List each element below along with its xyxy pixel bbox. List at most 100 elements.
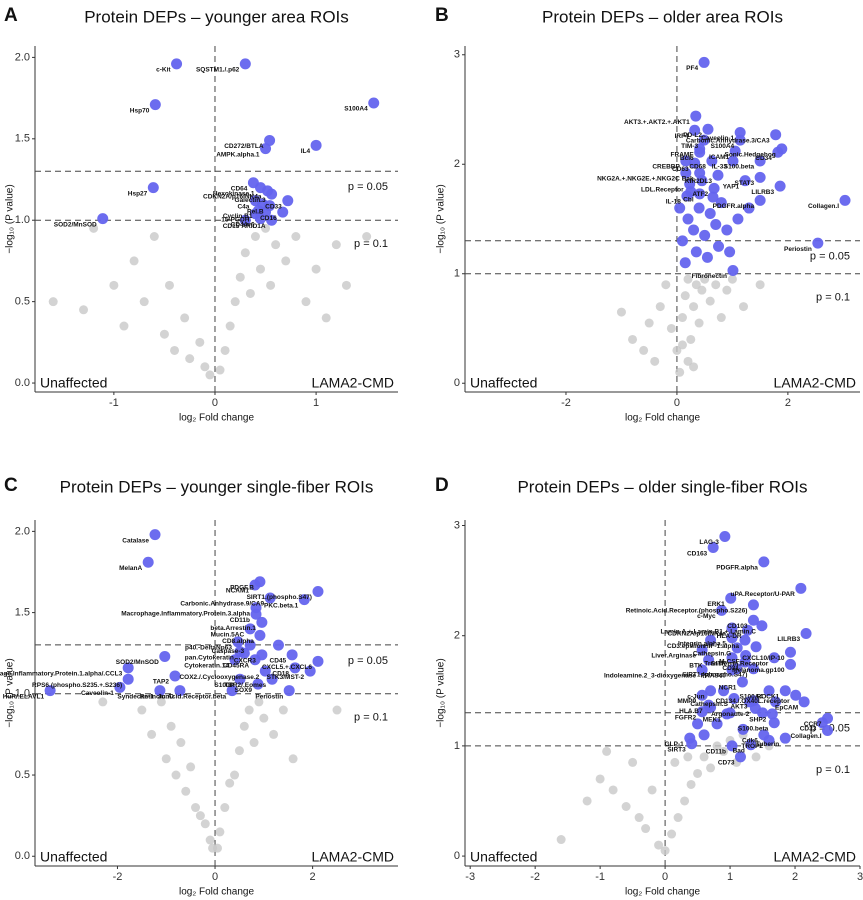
point-label: CD134./.OX40L.receptor	[716, 698, 791, 705]
left-annotation: Unaffected	[470, 375, 537, 391]
point-label: PKC.beta.1	[264, 602, 299, 609]
point-label: HuR/.ELAVL1	[3, 693, 45, 700]
significant-point	[734, 134, 746, 146]
point	[254, 697, 264, 707]
point-label: Retinoic.Acid.Receptor.(phospho.S226)	[626, 608, 748, 615]
significant-point	[750, 641, 762, 653]
significant-point	[816, 717, 828, 729]
point-label: Macrophage.Inflammatory.Protein.1.alpha/…	[0, 671, 123, 678]
point-label: CD44v6	[231, 221, 255, 228]
point-label: Integrin.alpha.5	[678, 641, 726, 648]
point-label: AMPK.alpha.1	[216, 151, 260, 158]
point	[689, 302, 699, 312]
point	[711, 280, 721, 290]
point	[176, 738, 186, 748]
significant-point	[122, 673, 134, 685]
significant-point	[711, 718, 723, 730]
point-label: CD34	[755, 155, 772, 162]
x-tick-label: 3	[857, 871, 863, 883]
point	[245, 288, 255, 298]
point	[147, 729, 157, 739]
significant-point	[795, 582, 807, 594]
point-label: SIRT1.(phospho.S47)	[682, 671, 747, 678]
point-label: CD18	[272, 671, 289, 678]
significant-point	[149, 99, 161, 111]
x-tick-label: 0	[212, 397, 218, 409]
significant-point	[756, 620, 768, 632]
point-label: uPA.Receptor/U-PAR	[730, 591, 795, 598]
point	[683, 356, 693, 366]
significant-point	[747, 599, 759, 611]
point-label: CD68	[689, 164, 706, 171]
significant-point	[768, 717, 780, 729]
left-annotation: Unaffected	[470, 849, 537, 865]
point-label: CXCR3	[234, 658, 256, 665]
point-label: PDGFR.alpha	[713, 203, 755, 210]
threshold-label: p = 0.05	[348, 181, 388, 193]
significant-point	[772, 146, 784, 158]
x-tick-label: -3	[465, 871, 475, 883]
point	[362, 232, 372, 242]
point-label: beta.Arrestin.1	[210, 625, 256, 632]
point-label: MEK1	[703, 717, 721, 724]
point	[686, 779, 696, 789]
significant-point	[312, 655, 324, 667]
threshold-label: p = 0.05	[348, 655, 388, 667]
point-label: Melanoma.gp100	[732, 667, 785, 674]
significant-point	[692, 718, 704, 730]
point-label: ERK1	[707, 601, 725, 608]
point-label: PDGF.B	[230, 584, 254, 591]
point-label: Cyclin.B1	[223, 213, 253, 220]
point-label: Periostin	[784, 246, 812, 253]
significant-point	[122, 662, 134, 674]
significant-point	[739, 634, 751, 646]
point-label: ARID1A	[241, 223, 266, 230]
point-label: PF4	[686, 65, 698, 72]
y-tick-label: 1.5	[15, 133, 30, 145]
significant-point	[705, 701, 717, 713]
x-tick-label: -2	[113, 871, 123, 883]
point	[234, 746, 244, 756]
significant-point	[260, 143, 272, 155]
point	[693, 768, 703, 778]
significant-point	[737, 723, 749, 735]
point	[628, 757, 638, 767]
significant-point	[839, 194, 851, 206]
point	[738, 302, 748, 312]
point-label: ATF2	[692, 191, 708, 198]
point-label: AKT3.+.AKT2.+.AKT1	[624, 119, 690, 126]
point	[331, 240, 341, 250]
point-label: Bak	[682, 176, 694, 183]
x-axis-title: log₂ Fold change	[179, 413, 254, 424]
point	[212, 843, 222, 853]
significant-point	[256, 616, 268, 628]
significant-point	[745, 739, 757, 751]
x-tick-label: -1	[595, 871, 605, 883]
significant-point	[766, 708, 778, 720]
point-label: S100A4	[740, 694, 764, 701]
point-label: TIM-3	[681, 143, 698, 150]
significant-point	[724, 246, 736, 258]
point	[205, 835, 215, 845]
significant-point	[272, 639, 284, 651]
x-tick-label: -1	[109, 397, 119, 409]
significant-point	[784, 646, 796, 658]
significant-point	[743, 202, 755, 214]
point	[755, 280, 765, 290]
significant-point	[154, 685, 166, 697]
significant-point	[694, 146, 706, 158]
significant-point	[277, 206, 289, 218]
point	[278, 705, 288, 715]
significant-point	[266, 673, 278, 685]
significant-point	[249, 579, 261, 591]
point	[311, 264, 321, 274]
point-label: S100.beta	[724, 164, 755, 171]
significant-point	[696, 706, 708, 718]
point-label: LDL.Receptor	[641, 187, 684, 194]
significant-point	[725, 592, 737, 604]
point	[694, 318, 704, 328]
threshold-label: p = 0.05	[810, 251, 850, 263]
point-label: GITR	[710, 660, 726, 667]
significant-point	[244, 623, 256, 635]
significant-point	[703, 654, 715, 666]
